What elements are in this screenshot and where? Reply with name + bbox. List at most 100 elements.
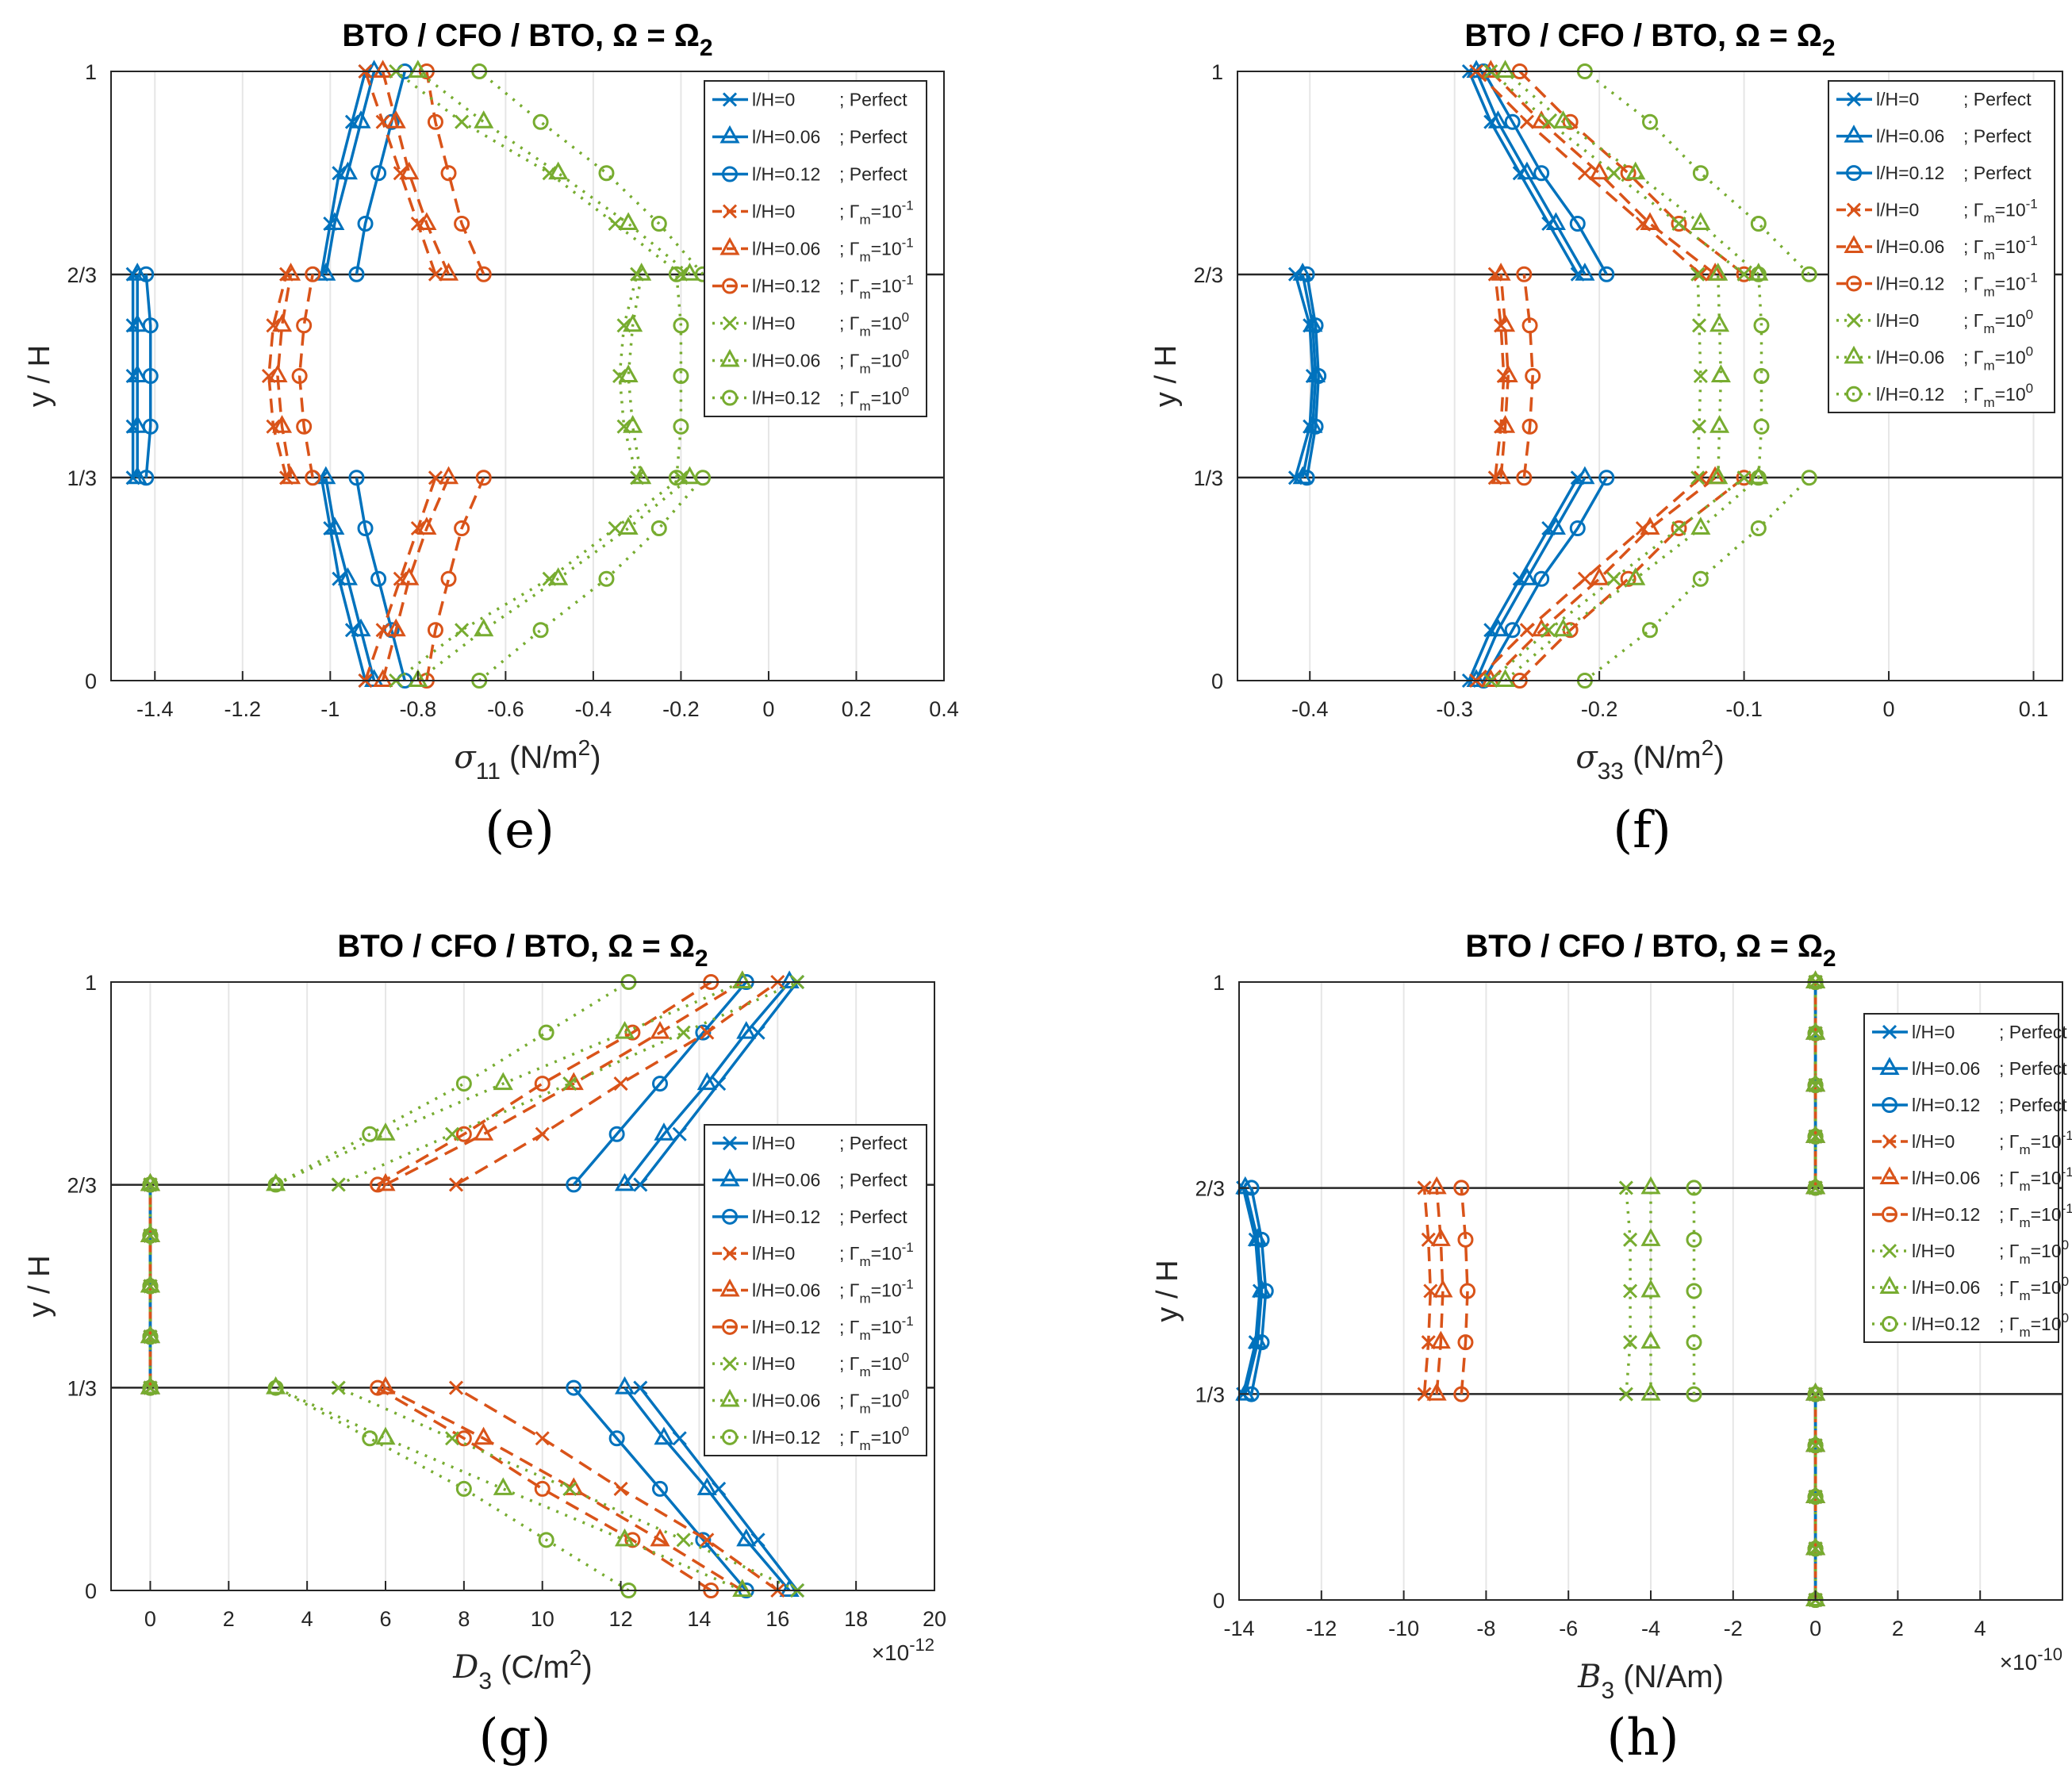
marker-triangle	[1552, 110, 1574, 129]
marker-circle	[348, 470, 365, 486]
marker-circle	[1253, 1231, 1270, 1248]
marker-triangle	[1879, 1276, 1900, 1294]
marker-circle	[1846, 386, 1862, 402]
marker-x	[1541, 623, 1556, 638]
marker-triangle	[1640, 516, 1660, 535]
y-tick-label: 1	[85, 971, 97, 995]
legend-entry: l/H=0 ; Perfect	[1912, 1022, 2067, 1042]
axes-box	[110, 981, 935, 1591]
series-line	[1490, 70, 1717, 276]
marker-triangle	[1495, 415, 1516, 433]
legend-entry: l/H=0 ; Perfect	[752, 90, 907, 110]
series-line	[1583, 477, 1810, 682]
marker-x	[1846, 202, 1862, 217]
marker-circle	[291, 368, 308, 384]
marker-x	[1577, 571, 1592, 586]
marker-circle	[1533, 570, 1550, 587]
marker-triangle	[127, 313, 148, 332]
text-span: l/H=0	[752, 90, 795, 110]
text-span: l/H=0.06	[752, 1170, 820, 1191]
marker-x	[428, 470, 443, 485]
text-span: (N/m	[1624, 740, 1702, 775]
text-span: =10	[2031, 1204, 2062, 1225]
text-span: l/H=0	[752, 201, 795, 222]
text-span: -10	[2037, 1644, 2062, 1664]
marker-circle	[1846, 165, 1862, 182]
marker-triangle	[337, 567, 358, 585]
text-span: )	[581, 1650, 592, 1685]
marker-x	[448, 1177, 464, 1192]
axes-box	[1237, 71, 2063, 681]
marker-triangle	[719, 348, 740, 367]
marker-circle	[1686, 1334, 1702, 1351]
marker-circle	[427, 113, 443, 130]
marker-circle	[296, 418, 313, 435]
marker-triangle	[1640, 1176, 1661, 1195]
series-line	[385, 1387, 743, 1592]
text-span: l/H=0.12	[752, 1207, 820, 1227]
marker-circle	[722, 1208, 738, 1225]
marker-triangle	[1466, 59, 1487, 78]
marker-circle	[624, 1532, 641, 1548]
x-tick-label: -4	[1641, 1617, 1660, 1640]
marker-circle	[608, 1430, 625, 1447]
series-line	[1305, 274, 1320, 478]
text-span: B	[1577, 1659, 1601, 1695]
text-span: ×10	[872, 1640, 910, 1665]
legend-entry: l/H=0.06 ; Perfect	[752, 127, 907, 148]
marker-circle	[305, 266, 321, 282]
marker-circle	[142, 368, 159, 384]
legend-entry: l/H=0 ; Γm=10-1	[752, 198, 914, 228]
text-span: l/H=0.06	[752, 239, 820, 259]
y-tick-label: 2/3	[67, 263, 97, 287]
series-line	[1435, 1187, 1445, 1395]
marker-circle	[668, 266, 685, 282]
legend-entry: l/H=0.12 ; Γm=10-1	[752, 1314, 914, 1343]
marker-x	[1606, 166, 1621, 181]
marker-circle	[652, 1076, 668, 1092]
legend: l/H=0 ; Perfect l/H=0.06 ; Perfect l/H=0.12;…	[704, 1124, 927, 1456]
marker-x	[428, 267, 443, 282]
marker-circle	[1521, 418, 1538, 435]
marker-triangle	[1498, 364, 1518, 382]
marker-triangle	[1426, 1383, 1447, 1401]
text-span: ; Perfect	[839, 1207, 907, 1227]
marker-circle	[673, 368, 689, 384]
marker-circle	[1807, 1540, 1824, 1557]
text-span: =10	[871, 201, 902, 222]
marker-triangle	[614, 1172, 635, 1191]
marker-triangle	[1430, 1228, 1451, 1246]
marker-triangle	[1487, 110, 1508, 129]
text-span: l/H=0.12	[752, 388, 820, 409]
marker-triangle	[1487, 618, 1508, 637]
marker-triangle	[1495, 313, 1516, 332]
text-span: ; Γ	[839, 1353, 860, 1374]
series-5	[1480, 59, 1725, 687]
marker-circle	[1257, 1283, 1274, 1299]
text-span: l/H=0.12	[1912, 1095, 1980, 1115]
legend-entry: l/H=0 ; Γm=10-1	[752, 1240, 914, 1269]
text-span: l/H=0.06	[752, 1391, 820, 1411]
marker-circle	[357, 520, 374, 536]
marker-triangle	[548, 161, 569, 180]
text-span: ; Perfect	[1963, 163, 2032, 183]
text-span: -1	[2062, 1128, 2072, 1143]
legend: l/H=0 ; Perfect l/H=0.06 ; Perfect l/H=0.12;…	[704, 80, 927, 417]
series-line	[1249, 1187, 1268, 1395]
text-span: m	[859, 362, 870, 377]
x-tick-label: 0	[1809, 1617, 1821, 1640]
legend-entry: l/H=0.12 ; Perfect	[1912, 1095, 2067, 1115]
marker-x	[1846, 313, 1862, 328]
x-tick-label: 2	[1892, 1617, 1904, 1640]
marker-circle	[1460, 1283, 1476, 1299]
text-span: ; Γ	[1999, 1241, 2020, 1261]
marker-x	[1618, 1387, 1633, 1402]
marker-circle	[722, 1429, 738, 1445]
marker-triangle	[316, 263, 336, 281]
text-span: 0	[902, 1350, 909, 1365]
series-line	[1475, 476, 1702, 682]
marker-triangle	[631, 263, 652, 281]
text-span: =10	[871, 1280, 902, 1301]
text-span: l/H=0.06	[1876, 347, 1944, 367]
